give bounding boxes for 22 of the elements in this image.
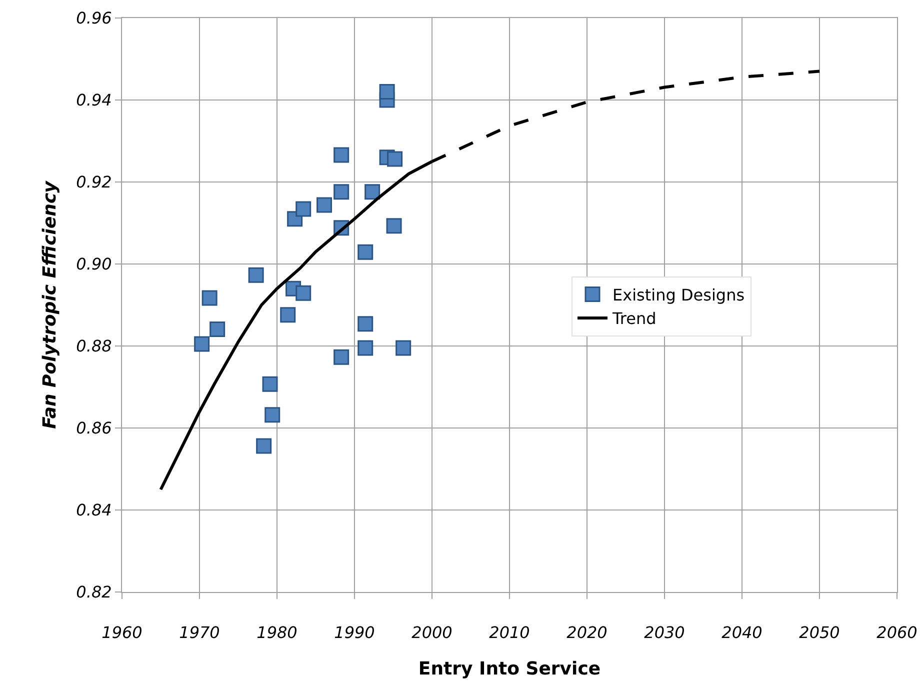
x-tick-label: 1960 (102, 623, 142, 642)
x-tick-label: 2020 (566, 623, 608, 642)
x-tick-label: 2050 (799, 623, 840, 642)
y-tick-label: 0.84 (76, 500, 112, 520)
y-tick-label: 0.88 (76, 336, 112, 356)
x-tick-label: 1970 (179, 623, 220, 642)
x-tick-label: 1980 (256, 623, 298, 642)
x-axis-title: Entry Into Service (418, 658, 601, 680)
legend-label: Existing Designs (612, 285, 745, 304)
y-axis-title: Fan Polytropic Efficiency (39, 180, 60, 429)
y-tick-label: 0.92 (76, 172, 112, 192)
x-tick-label: 1990 (334, 623, 375, 642)
x-tick-label: 2060 (876, 623, 918, 642)
y-tick-label: 0.90 (76, 254, 112, 274)
x-tick-label: 2000 (412, 623, 452, 642)
y-tick-label: 0.96 (76, 8, 112, 28)
y-tick-label: 0.82 (76, 582, 112, 602)
y-tick-label: 0.94 (76, 90, 112, 110)
x-tick-label: 2030 (644, 623, 685, 642)
y-tick-label: 0.86 (76, 418, 112, 438)
x-tick-label: 2040 (722, 623, 762, 642)
x-tick-label: 2010 (489, 623, 530, 642)
